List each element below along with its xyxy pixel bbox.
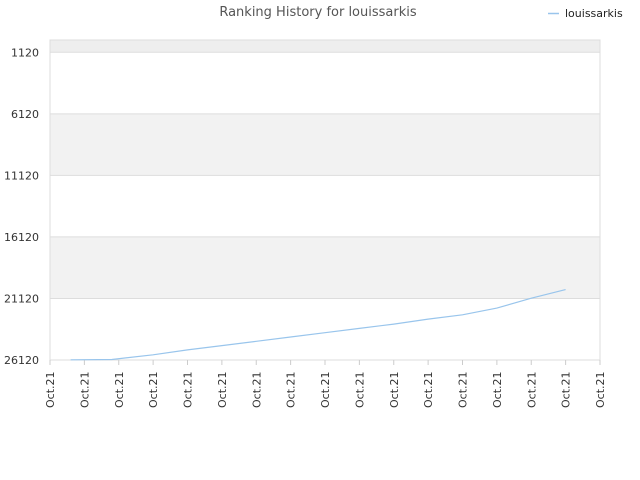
- chart-title: Ranking History for louissarkis: [219, 5, 417, 20]
- legend-label: louissarkis: [565, 7, 623, 20]
- x-tick-label: Oct.21: [491, 371, 504, 408]
- plot-band: [50, 236, 600, 299]
- x-tick-label: Oct.21: [113, 371, 126, 408]
- plot-band: [50, 175, 600, 237]
- series-line: [70, 289, 566, 361]
- x-tick-label: Oct.21: [457, 371, 470, 408]
- y-tick-label: 16120: [4, 231, 39, 244]
- x-tick-label: Oct.21: [422, 371, 435, 408]
- y-tick-label: 1120: [11, 46, 39, 59]
- x-tick-label: Oct.21: [525, 371, 538, 408]
- series-layer: [70, 289, 566, 361]
- y-tick-label: 21120: [4, 292, 39, 305]
- legend[interactable]: louissarkis: [548, 7, 623, 20]
- y-tick-label: 11120: [4, 169, 39, 182]
- plot-band: [50, 113, 600, 176]
- x-tick-label: Oct.21: [285, 371, 298, 408]
- plot-background: [50, 40, 600, 360]
- x-tick-label: Oct.21: [388, 371, 401, 408]
- plot-band: [50, 298, 600, 360]
- x-tick-label: Oct.21: [319, 371, 332, 408]
- x-tick-label: Oct.21: [594, 371, 607, 408]
- y-axis-ticks: 1120 6120 11120 16120 21120 26120: [4, 46, 39, 367]
- x-tick-label: Oct.21: [560, 371, 573, 408]
- x-tick-label: Oct.21: [147, 371, 160, 408]
- x-tick-label: Oct.21: [44, 371, 57, 408]
- x-tick-label: Oct.21: [216, 371, 229, 408]
- plot-band: [50, 52, 600, 114]
- x-tick-label: Oct.21: [353, 371, 366, 408]
- x-tick-label: Oct.21: [78, 371, 91, 408]
- y-tick-label: 6120: [11, 108, 39, 121]
- x-tick-label: Oct.21: [250, 371, 263, 408]
- x-tick-label: Oct.21: [182, 371, 195, 408]
- plot-band-top: [50, 40, 600, 53]
- y-tick-label: 26120: [4, 354, 39, 367]
- x-axis-ticks: Oct.21 Oct.21 Oct.21 Oct.21 Oct.21 Oct.21 Oct.…: [44, 360, 607, 408]
